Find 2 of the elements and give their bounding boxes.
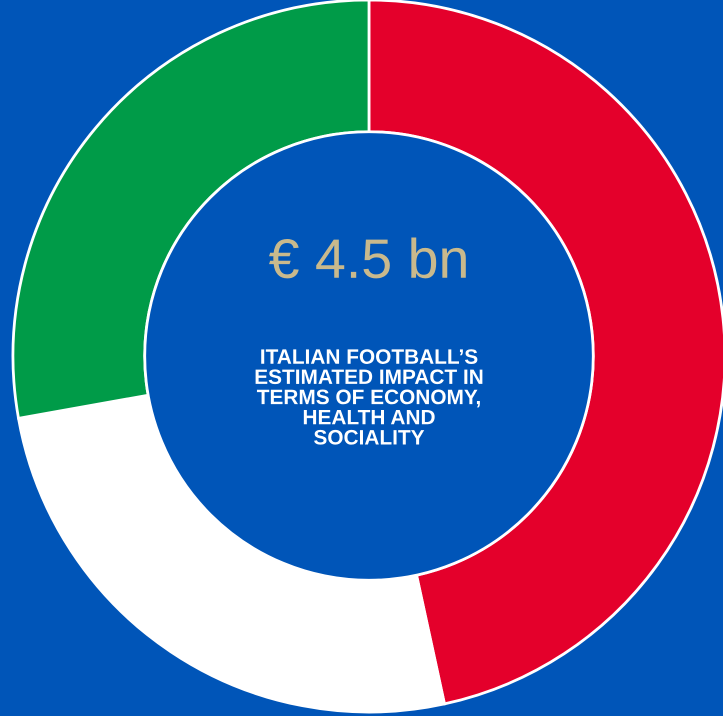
text: € 4.5 bn <box>269 238 466 278</box>
text: ITALIAN FOOTBALL’S ESTIMATED IMPACT IN TERMS OF ECONOMY, HEALTH AND SOCIALITY <box>256 349 482 445</box>
